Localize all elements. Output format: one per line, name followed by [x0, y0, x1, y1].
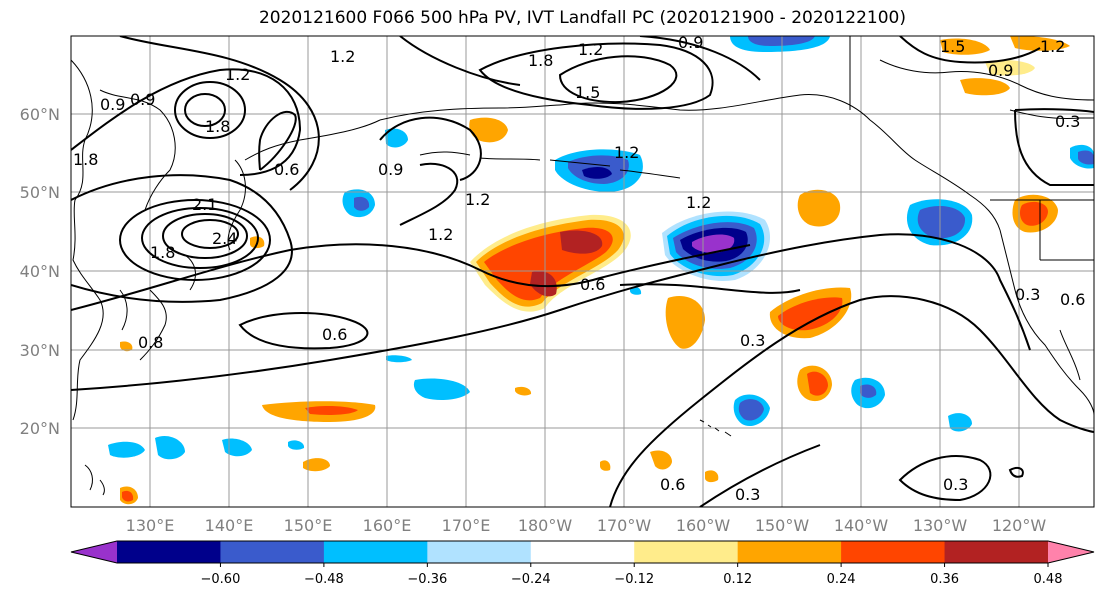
colorbar: −0.60 −0.48 −0.36 −0.24 −0.12 0.12 0.24 0.36 0.4…: [70, 540, 1095, 587]
contour-label: 1.2: [614, 143, 639, 162]
contour-label: 0.3: [943, 475, 968, 494]
contour-label: 1.2: [330, 47, 355, 66]
contour-label: 0.6: [1060, 290, 1085, 309]
colorbar-tick-label: −0.48: [304, 572, 344, 587]
contour-label: 1.2: [578, 40, 603, 59]
lat-labels: 60°N 50°N 40°N 30°N 20°N: [20, 105, 60, 438]
lon-label: 150°E: [284, 516, 333, 535]
contour-label: 0.9: [130, 90, 155, 109]
coastlines: [71, 36, 1094, 496]
lon-labels: 130°E 140°E 150°E 160°E 170°E 180°W 170°…: [126, 516, 1047, 535]
colorbar-tick-label: −0.24: [511, 572, 551, 587]
lat-label: 50°N: [20, 183, 60, 202]
contour-label: 0.6: [274, 160, 299, 179]
colorbar-segment: [220, 541, 325, 563]
lat-label: 60°N: [20, 105, 60, 124]
contour-label: 0.9: [100, 95, 125, 114]
colorbar-segment: [117, 541, 221, 563]
colorbar-extend-min: [71, 541, 117, 563]
contour-label: 0.6: [580, 275, 605, 294]
colorbar-tick-label: −0.60: [201, 572, 241, 587]
contour-label: 1.8: [150, 243, 175, 262]
contour-label: 1.5: [575, 83, 600, 102]
colorbar-segment: [427, 541, 532, 563]
colorbar-segment: [944, 541, 1049, 563]
contour-label: 0.6: [322, 325, 347, 344]
colorbar-segment: [323, 541, 428, 563]
contour-label: 0.6: [660, 475, 685, 494]
colorbar-segment: [530, 541, 635, 563]
lat-label: 20°N: [20, 419, 60, 438]
lat-label: 40°N: [20, 262, 60, 281]
contour-label: 0.9: [378, 160, 403, 179]
contour-label: 0.3: [1055, 112, 1080, 131]
colorbar-segment: [737, 541, 842, 563]
lon-label: 120°W: [992, 516, 1047, 535]
map-title: 2020121600 F066 500 hPa PV, IVT Landfall…: [258, 8, 906, 28]
lon-label: 170°E: [442, 516, 491, 535]
colorbar-tick-label: −0.12: [614, 572, 654, 587]
colorbar-tick-label: −0.36: [407, 572, 447, 587]
lon-label: 180°W: [518, 516, 573, 535]
colorbar-tick-label: 0.48: [1034, 572, 1063, 587]
contour-label: 0.8: [138, 333, 163, 352]
contour-label: 1.2: [225, 65, 250, 84]
lon-label: 150°W: [755, 516, 810, 535]
contour-label: 1.8: [528, 51, 553, 70]
colorbar-segment: [841, 541, 946, 563]
contour-label: 0.3: [1015, 285, 1040, 304]
graticule: [71, 36, 1094, 507]
lon-label: 140°E: [205, 516, 254, 535]
contour-label: 0.9: [988, 61, 1013, 80]
contour-label: 1.2: [428, 225, 453, 244]
colorbar-tick-label: 0.24: [827, 572, 856, 587]
contour-label: 0.3: [735, 485, 760, 504]
contour-label: 2.4: [212, 229, 237, 248]
colorbar-segment: [634, 541, 739, 563]
contour-label: 1.2: [686, 193, 711, 212]
lon-label: 160°W: [676, 516, 731, 535]
contour-label: 0.9: [678, 33, 703, 52]
lon-label: 130°W: [913, 516, 968, 535]
contour-label: 2.1: [192, 195, 217, 214]
contour-label: 1.8: [205, 117, 230, 136]
lon-label: 130°E: [126, 516, 175, 535]
contour-label: 1.8: [73, 150, 98, 169]
contour-labels: 1.2 1.8 1.2 0.9 1.5 1.5 1.2 0.9 1.2 1.8 …: [73, 33, 1085, 504]
colorbar-extend-max: [1048, 541, 1094, 563]
colorbar-outline: [70, 540, 1095, 564]
colorbar-tick-label: 0.12: [723, 572, 752, 587]
map-frame: [70, 35, 1095, 508]
contour-label: 1.2: [465, 190, 490, 209]
contour-label: 0.3: [740, 331, 765, 350]
pv-contours: [71, 36, 1094, 507]
contour-label: 1.5: [940, 37, 965, 56]
lon-label: 170°W: [597, 516, 652, 535]
colorbar-tick-label: 0.36: [930, 572, 959, 587]
lon-label: 140°W: [834, 516, 889, 535]
ivt-shading: [108, 36, 1094, 505]
lon-label: 160°E: [363, 516, 412, 535]
lat-label: 30°N: [20, 341, 60, 360]
contour-label: 1.2: [1040, 37, 1065, 56]
